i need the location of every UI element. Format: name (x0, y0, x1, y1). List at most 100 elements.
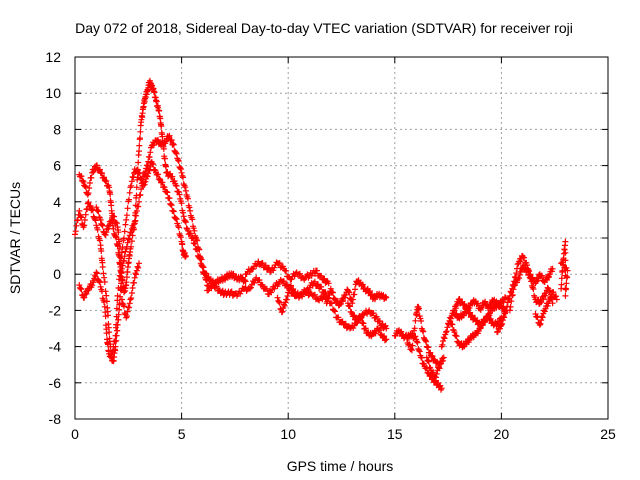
data-point (230, 270, 237, 277)
data-point (135, 264, 142, 271)
data-point (542, 292, 549, 299)
data-point (383, 325, 390, 332)
data-point (156, 175, 163, 182)
data-point (433, 370, 440, 377)
data-point (342, 320, 349, 327)
x-axis-label: GPS time / hours (287, 458, 394, 474)
data-point (133, 271, 140, 278)
data-point (339, 298, 346, 305)
x-tick-label: 20 (494, 426, 510, 442)
y-tick-label: 10 (45, 85, 61, 101)
data-point (85, 199, 92, 206)
data-point (168, 202, 175, 209)
data-point (124, 239, 131, 246)
data-point (172, 149, 179, 156)
data-point (469, 312, 476, 319)
data-point (82, 211, 89, 218)
data-point (562, 292, 569, 299)
data-point (418, 318, 425, 324)
data-point (96, 166, 103, 173)
data-point (263, 285, 270, 292)
data-points (72, 77, 571, 393)
data-point (99, 221, 105, 228)
data-point (101, 299, 108, 305)
data-point (151, 89, 158, 96)
data-point (430, 369, 437, 376)
data-point (381, 333, 388, 340)
data-point (136, 142, 143, 149)
data-point (107, 220, 114, 227)
data-point (501, 314, 508, 321)
data-point (175, 224, 182, 231)
data-point (105, 341, 111, 348)
data-point (318, 272, 325, 279)
data-point (228, 288, 235, 295)
data-point (133, 184, 140, 191)
data-point (108, 202, 115, 209)
data-point (82, 183, 89, 190)
data-point (98, 248, 105, 254)
data-point (474, 300, 481, 307)
data-point (530, 286, 537, 292)
data-point (78, 214, 85, 221)
data-point (100, 270, 107, 277)
data-point (508, 298, 515, 305)
data-point (94, 162, 100, 169)
data-point (322, 289, 329, 296)
data-point (521, 254, 528, 261)
data-point (420, 328, 427, 335)
data-point (325, 280, 332, 287)
data-point (537, 320, 544, 327)
data-point (564, 274, 571, 280)
data-point (164, 189, 171, 196)
y-tick-label: -2 (49, 302, 62, 318)
data-point (173, 150, 180, 157)
data-point (130, 224, 137, 231)
data-point (142, 168, 149, 175)
data-point (453, 310, 460, 317)
data-point (123, 216, 130, 223)
data-point (541, 308, 548, 315)
data-point (366, 307, 373, 314)
data-point (527, 271, 534, 278)
data-point (173, 216, 180, 223)
data-point (81, 294, 88, 301)
data-point (112, 343, 119, 350)
data-point (327, 285, 334, 292)
data-point (408, 347, 415, 354)
data-point (242, 278, 249, 285)
data-point (167, 201, 174, 208)
data-point (558, 260, 565, 267)
data-point (268, 289, 275, 296)
data-point (533, 278, 540, 285)
data-point (78, 286, 85, 293)
data-point (410, 335, 417, 342)
data-point (81, 183, 88, 190)
data-point (311, 270, 318, 277)
data-point (101, 174, 108, 181)
data-point (118, 296, 125, 303)
data-point (416, 305, 422, 312)
data-point (96, 279, 103, 286)
data-point (72, 228, 79, 235)
data-point (546, 298, 553, 304)
data-point (246, 285, 253, 292)
data-point (321, 292, 328, 299)
data-point (144, 162, 151, 169)
data-point (562, 238, 569, 245)
data-point (198, 256, 205, 263)
data-point (346, 289, 353, 296)
data-point (423, 338, 430, 345)
data-point (339, 318, 346, 325)
data-point (94, 226, 101, 233)
data-point (291, 273, 298, 280)
data-point (506, 307, 513, 314)
grid-lines (75, 57, 608, 419)
data-point (539, 314, 546, 321)
data-point (135, 203, 142, 210)
data-point (135, 159, 142, 166)
data-point (517, 258, 524, 265)
data-point (278, 309, 285, 316)
data-point (409, 342, 416, 349)
data-point (182, 184, 189, 191)
